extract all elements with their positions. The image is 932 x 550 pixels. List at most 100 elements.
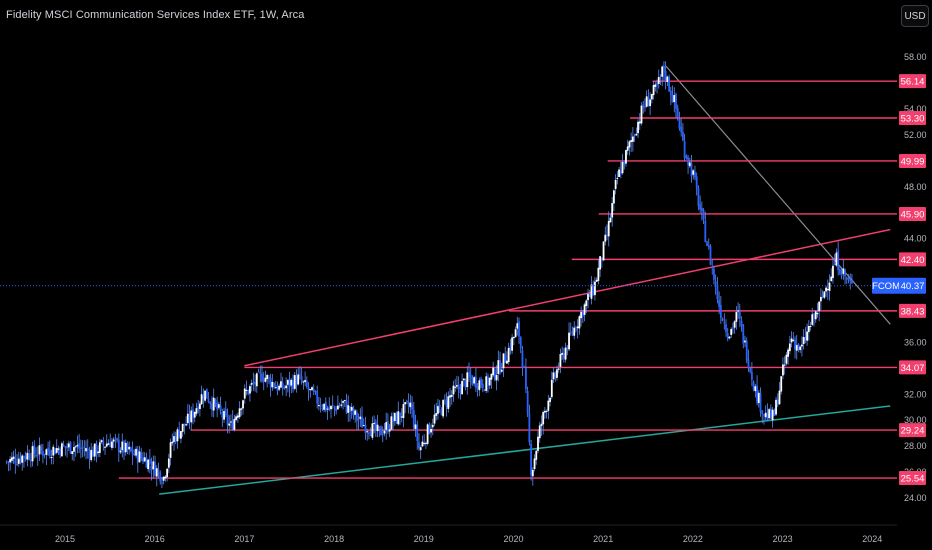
candle-body xyxy=(47,447,49,451)
candle-body xyxy=(352,407,355,416)
candle-body xyxy=(519,337,522,349)
candle-body xyxy=(474,376,477,388)
candle-body xyxy=(135,448,137,456)
candle-body xyxy=(509,346,512,350)
candle-body xyxy=(385,422,388,430)
candle-body xyxy=(173,436,175,442)
candle-body xyxy=(55,448,58,453)
level-price-tag xyxy=(899,206,926,221)
candle-body xyxy=(847,277,850,280)
candle-body xyxy=(788,343,791,352)
candle-body xyxy=(493,368,496,380)
candle-body xyxy=(240,408,243,410)
candle-body xyxy=(326,408,329,410)
candle-body xyxy=(611,203,614,218)
candle-body xyxy=(368,432,370,435)
candle-body xyxy=(157,469,160,471)
candle-body xyxy=(311,387,313,391)
candle-body xyxy=(811,314,814,325)
candle-body xyxy=(105,443,108,447)
candle-body xyxy=(604,234,607,242)
candle-body xyxy=(500,369,503,372)
candle-body xyxy=(600,257,603,260)
candle-body xyxy=(497,360,500,374)
candle-body xyxy=(644,106,646,108)
candle-body xyxy=(392,418,394,423)
candle-body xyxy=(262,380,265,382)
candle-body xyxy=(204,390,206,401)
level-price-tag-label: 45.90 xyxy=(901,209,925,220)
candle-body xyxy=(195,408,198,414)
candle-body xyxy=(249,386,251,394)
candle-body xyxy=(833,263,836,265)
candle-body xyxy=(364,424,367,434)
candle-body xyxy=(738,311,741,319)
candle-body xyxy=(145,457,148,468)
candle-body xyxy=(426,424,429,444)
candle-body xyxy=(59,449,62,455)
candle-body xyxy=(142,457,144,462)
currency-button[interactable]: USD xyxy=(901,5,929,27)
level-price-tag xyxy=(899,303,926,318)
candle-body xyxy=(449,395,451,398)
candle-body xyxy=(133,453,136,455)
candle-body xyxy=(711,266,714,269)
candle-body xyxy=(211,403,213,410)
candle-body xyxy=(780,376,783,392)
candle-body xyxy=(43,453,46,455)
candle-body xyxy=(580,311,583,319)
candle-body xyxy=(235,416,238,420)
candle-body xyxy=(675,93,677,109)
candle-body xyxy=(216,402,219,410)
candle-body xyxy=(243,388,246,399)
candle-body xyxy=(319,404,322,407)
candle-body xyxy=(688,162,691,167)
candle-body xyxy=(419,447,422,451)
candle-body xyxy=(787,349,790,357)
candle-body xyxy=(773,410,776,416)
candle-body xyxy=(511,337,514,351)
candle-body xyxy=(462,378,465,381)
candle-body xyxy=(247,390,250,395)
candle-body xyxy=(495,374,498,381)
candle-body xyxy=(706,242,708,247)
candle-body xyxy=(164,476,167,479)
candle-body xyxy=(692,170,695,175)
candle-body xyxy=(271,381,274,388)
candle-body xyxy=(721,318,724,321)
candle-body xyxy=(471,377,474,385)
candle-body xyxy=(469,374,472,379)
candle-body xyxy=(606,234,608,236)
candle-body xyxy=(652,85,655,96)
candle-body xyxy=(806,331,808,341)
candle-body xyxy=(814,311,817,320)
candle-body xyxy=(264,377,267,382)
candle-body xyxy=(657,77,660,84)
candle-body xyxy=(35,454,37,457)
candle-body xyxy=(92,449,94,457)
candle-body xyxy=(435,413,438,416)
candle-body xyxy=(36,455,39,457)
candle-body xyxy=(124,442,127,453)
candle-body xyxy=(29,459,32,461)
candle-body xyxy=(535,450,538,460)
candle-body xyxy=(821,295,824,297)
candle-body xyxy=(331,405,334,407)
candle-body xyxy=(732,327,734,329)
resistance-trendline xyxy=(244,228,891,367)
candle-body xyxy=(293,375,296,389)
candle-body xyxy=(790,338,793,343)
candle-body xyxy=(64,446,67,448)
candle-body xyxy=(569,331,572,333)
candle-body xyxy=(619,170,622,175)
candle-body xyxy=(395,412,398,424)
level-price-tag-label: 34.07 xyxy=(901,363,925,374)
candle-body xyxy=(129,447,132,451)
candle-body xyxy=(771,409,774,421)
candle-body xyxy=(454,386,457,388)
candle-body xyxy=(768,409,771,419)
candle-body xyxy=(112,439,115,442)
candle-body xyxy=(557,368,560,370)
candle-body xyxy=(559,353,562,367)
